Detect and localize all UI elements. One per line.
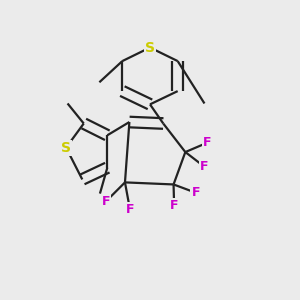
Text: F: F bbox=[102, 195, 110, 208]
Text: F: F bbox=[126, 203, 134, 216]
Text: F: F bbox=[191, 186, 200, 199]
Text: F: F bbox=[170, 200, 178, 212]
Text: S: S bbox=[145, 40, 155, 55]
Text: S: S bbox=[61, 141, 71, 154]
Text: F: F bbox=[200, 160, 209, 173]
Text: F: F bbox=[203, 136, 212, 149]
